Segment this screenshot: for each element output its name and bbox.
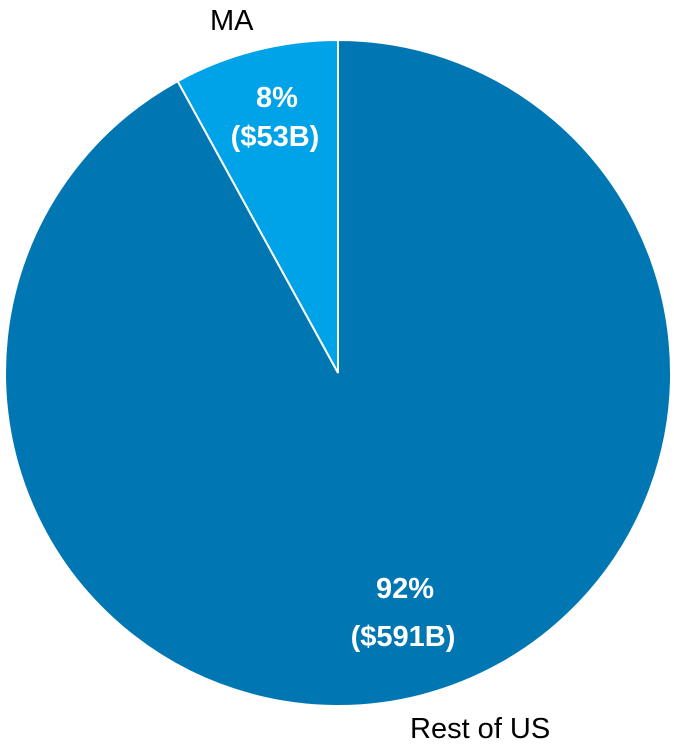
pie-slices xyxy=(4,38,672,707)
slice-ma-category-label: MA xyxy=(210,5,254,37)
pie-slice-rest-of-us xyxy=(4,38,672,707)
pie-slice-ma xyxy=(176,38,339,374)
slice-rest-category-label: Rest of US xyxy=(410,713,550,745)
slice-ma-amount-label: ($53B) xyxy=(231,121,320,153)
slice-ma-percent-label: 8% xyxy=(256,82,298,114)
slice-rest-percent-label: 92% xyxy=(376,573,434,605)
pie-labels: 8% ($53B) 92% ($591B) MA Rest of US xyxy=(210,5,550,745)
slice-rest-amount-label: ($591B) xyxy=(351,621,456,653)
